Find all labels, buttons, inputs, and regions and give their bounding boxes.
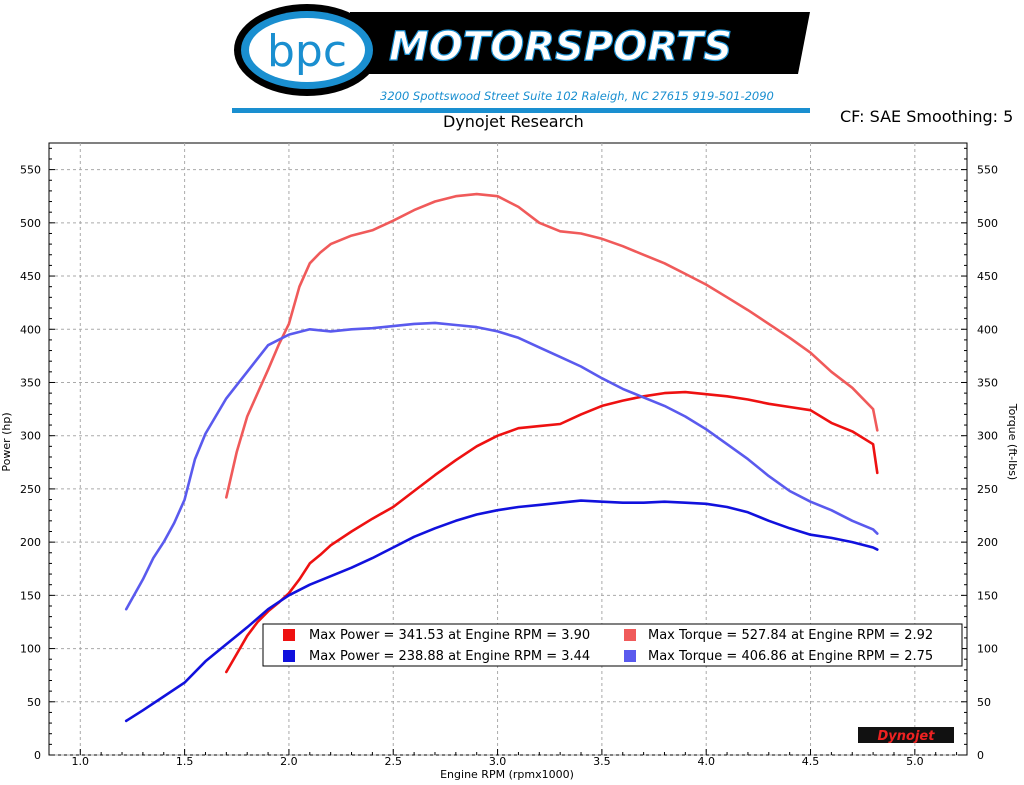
x-tick-label: 2.0 [280, 755, 298, 768]
x-tick-label: 5.0 [906, 755, 924, 768]
series-line-torque-run-1 [225, 192, 879, 499]
y-right-tick-label: 250 [977, 483, 998, 496]
dynojet-watermark: Dynojet [858, 727, 954, 744]
dyno-vendor-label: Dynojet Research [443, 112, 584, 131]
legend-label-power-run-2: Max Power = 238.88 at Engine RPM = 3.44 [309, 649, 590, 664]
y-left-tick-label: 250 [20, 483, 41, 496]
y-left-tick-label: 450 [20, 270, 41, 283]
y-right-tick-label: 150 [977, 589, 998, 602]
x-tick-label: 1.5 [176, 755, 194, 768]
x-tick-label: 2.5 [385, 755, 403, 768]
x-tick-label: 3.0 [489, 755, 507, 768]
y-left-tick-label: 500 [20, 217, 41, 230]
bpc-motorsports-logo: bpc MOTORSPORTS 3200 Spottswood Street S… [232, 2, 812, 114]
y-right-tick-label: 300 [977, 430, 998, 443]
y-left-tick-label: 200 [20, 536, 41, 549]
y-left-tick-label: 100 [20, 643, 41, 656]
shop-address: 3200 Spottswood Street Suite 102 Raleigh… [380, 89, 774, 103]
x-tick-label: 4.5 [802, 755, 820, 768]
y-left-tick-label: 50 [27, 696, 41, 709]
legend-swatch-torque-run-2 [624, 650, 636, 662]
watermark-plate [858, 727, 954, 743]
correction-smoothing-label: CF: SAE Smoothing: 5 [840, 107, 1014, 126]
logo-wordmark: MOTORSPORTS [389, 24, 732, 70]
x-tick-label: 4.0 [697, 755, 715, 768]
series-line-power-run-1 [225, 390, 879, 674]
y-right-tick-label: 450 [977, 270, 998, 283]
y-left-tick-label: 0 [34, 749, 41, 762]
x-axis-title: Engine RPM (rpmx1000) [440, 768, 574, 781]
y-right-tick-label: 500 [977, 217, 998, 230]
legend-swatch-power-run-1 [283, 629, 295, 641]
legend-swatch-torque-run-1 [624, 629, 636, 641]
x-tick-label: 1.0 [72, 755, 90, 768]
y-right-tick-label: 550 [977, 164, 998, 177]
logo-underline [232, 108, 810, 113]
y-axis-left-title: Power (hp) [0, 412, 13, 471]
legend-label-torque-run-2: Max Torque = 406.86 at Engine RPM = 2.75 [648, 649, 933, 664]
logo-initials: bpc [267, 26, 347, 77]
y-right-tick-label: 0 [977, 749, 984, 762]
y-right-tick-label: 400 [977, 323, 998, 336]
y-right-tick-label: 50 [977, 696, 991, 709]
y-left-tick-label: 150 [20, 589, 41, 602]
series-lines [124, 192, 879, 723]
x-tick-label: 3.5 [593, 755, 611, 768]
legend-box [262, 623, 963, 667]
logo-oval-inner [249, 18, 365, 82]
axes: 1.0 1.5 2.0 2.5 3.0 3.5 4.0 4.5 5.0 0 0 50 50 100 100 1… [20, 147, 998, 768]
y-right-tick-label: 100 [977, 643, 998, 656]
y-left-tick-label: 400 [20, 323, 41, 336]
series-line-power-run-2 [124, 499, 879, 723]
logo-graphic: bpc MOTORSPORTS 3200 Spottswood Street S… [232, 4, 810, 113]
legend: Max Power = 341.53 at Engine RPM = 3.90 … [262, 623, 963, 667]
y-right-tick-label: 350 [977, 376, 998, 389]
legend-swatch-power-run-2 [283, 650, 295, 662]
y-left-tick-label: 300 [20, 430, 41, 443]
y-right-tick-label: 200 [977, 536, 998, 549]
y-left-tick-label: 550 [20, 164, 41, 177]
legend-label-power-run-1: Max Power = 341.53 at Engine RPM = 3.90 [309, 628, 590, 643]
logo-banner [350, 12, 810, 74]
watermark-text: Dynojet [878, 729, 936, 744]
y-axis-right-title: Torque (ft-lbs) [1006, 403, 1019, 480]
series-line-torque-run-2 [124, 321, 879, 611]
y-left-tick-label: 350 [20, 376, 41, 389]
legend-label-torque-run-1: Max Torque = 527.84 at Engine RPM = 2.92 [648, 628, 933, 643]
